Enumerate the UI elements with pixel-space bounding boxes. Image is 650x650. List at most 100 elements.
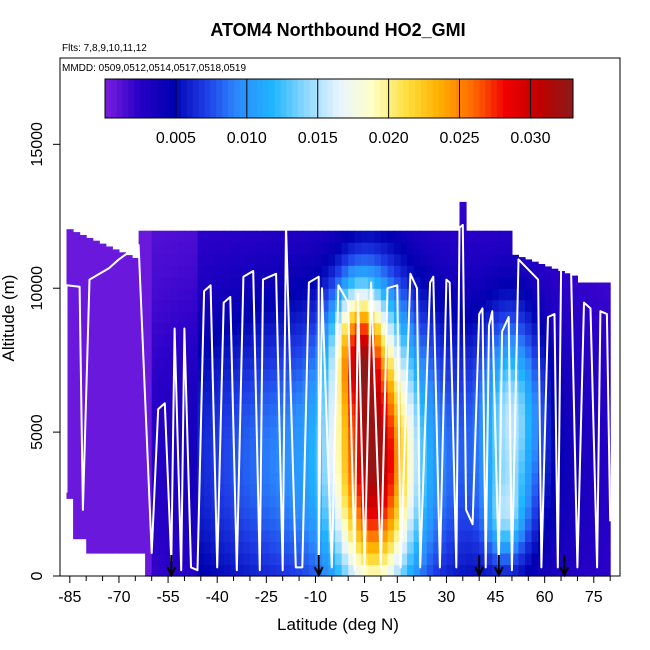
heat-cell [531, 437, 539, 450]
heat-cell [145, 345, 153, 358]
heat-cell [479, 506, 487, 519]
heat-cell [335, 242, 343, 255]
heat-cell [236, 334, 244, 347]
heat-cell [125, 357, 133, 370]
heat-cell [66, 291, 74, 304]
colorbar-swatch [368, 79, 375, 118]
heat-cell [256, 380, 264, 393]
heat-cell [282, 553, 290, 566]
heat-cell [374, 276, 382, 289]
heat-cell [302, 530, 310, 543]
heat-cell [191, 495, 199, 508]
heat-cell [99, 253, 107, 266]
heat-cell [243, 403, 251, 416]
heat-cell [492, 391, 500, 404]
heat-cell [544, 530, 552, 543]
colorbar-swatch [555, 79, 562, 118]
heat-cell [289, 495, 297, 508]
heat-cell [79, 400, 87, 413]
heat-cell [374, 345, 382, 358]
heat-cell [158, 334, 166, 347]
heat-cell [348, 380, 356, 393]
heat-cell [256, 437, 264, 450]
heat-cell [158, 541, 166, 554]
heat-cell [577, 541, 585, 554]
heat-cell [492, 530, 500, 543]
heat-cell [341, 380, 349, 393]
heat-cell [597, 391, 605, 404]
heat-cell [531, 564, 539, 577]
heat-cell [92, 530, 100, 543]
heat-cell [177, 253, 185, 266]
heat-cell [86, 483, 94, 496]
heat-cell [511, 460, 519, 473]
heat-cell [204, 414, 212, 427]
heat-cell [282, 391, 290, 404]
heat-cell [249, 368, 257, 381]
heat-cell [341, 483, 349, 496]
heat-cell [511, 530, 519, 543]
heat-cell [374, 322, 382, 335]
heat-cell [374, 288, 382, 301]
heat-cell [584, 518, 592, 531]
heat-cell [341, 530, 349, 543]
heat-cell [472, 472, 480, 485]
heat-cell [603, 288, 611, 301]
heat-cell [597, 426, 605, 439]
heat-cell [492, 506, 500, 519]
heat-cell [210, 265, 218, 278]
heat-cell [112, 460, 120, 473]
heat-cell [308, 345, 316, 358]
heat-cell [407, 518, 415, 531]
heat-cell [387, 380, 395, 393]
heat-cell [295, 322, 303, 335]
heat-cell [256, 449, 264, 462]
heat-cell [584, 414, 592, 427]
heat-cell [177, 414, 185, 427]
heat-cell [446, 541, 454, 554]
heat-cell [590, 391, 598, 404]
heat-cell [439, 253, 447, 266]
heat-cell [380, 253, 388, 266]
heat-cell [66, 486, 74, 499]
heat-cell [466, 472, 474, 485]
heat-cell [236, 460, 244, 473]
heat-cell [118, 252, 126, 255]
heat-cell [361, 253, 369, 266]
heat-cell [472, 311, 480, 324]
heat-cell [79, 342, 87, 355]
heat-cell [263, 391, 271, 404]
heat-cell [387, 564, 395, 577]
heat-cell [531, 345, 539, 358]
colorbar-swatch [257, 79, 264, 118]
heat-cell [420, 518, 428, 531]
heat-cell [230, 322, 238, 335]
heat-cell [295, 334, 303, 347]
heat-cell [394, 495, 402, 508]
heat-cell [557, 403, 565, 416]
heat-cell [118, 518, 126, 531]
heat-cell [479, 483, 487, 496]
heat-cell [295, 414, 303, 427]
heat-cell [243, 230, 251, 243]
colorbar-swatch [356, 79, 363, 118]
profile-arrow [493, 555, 504, 578]
heat-cell [335, 391, 343, 404]
heat-cell [472, 553, 480, 566]
heat-cell [459, 506, 467, 519]
heat-cell [86, 437, 94, 450]
heat-cell [459, 345, 467, 358]
heat-cell [243, 414, 251, 427]
heat-cell [361, 495, 369, 508]
heat-cell [407, 368, 415, 381]
heat-cell [289, 368, 297, 381]
heat-cell [269, 553, 277, 566]
heat-cell [466, 414, 474, 427]
heat-cell [354, 472, 362, 485]
heat-cell [354, 230, 362, 243]
heat-cell [73, 388, 81, 401]
heat-cell [217, 253, 225, 266]
heat-cell [544, 299, 552, 312]
heat-cell [151, 564, 159, 577]
heat-cell [420, 276, 428, 289]
